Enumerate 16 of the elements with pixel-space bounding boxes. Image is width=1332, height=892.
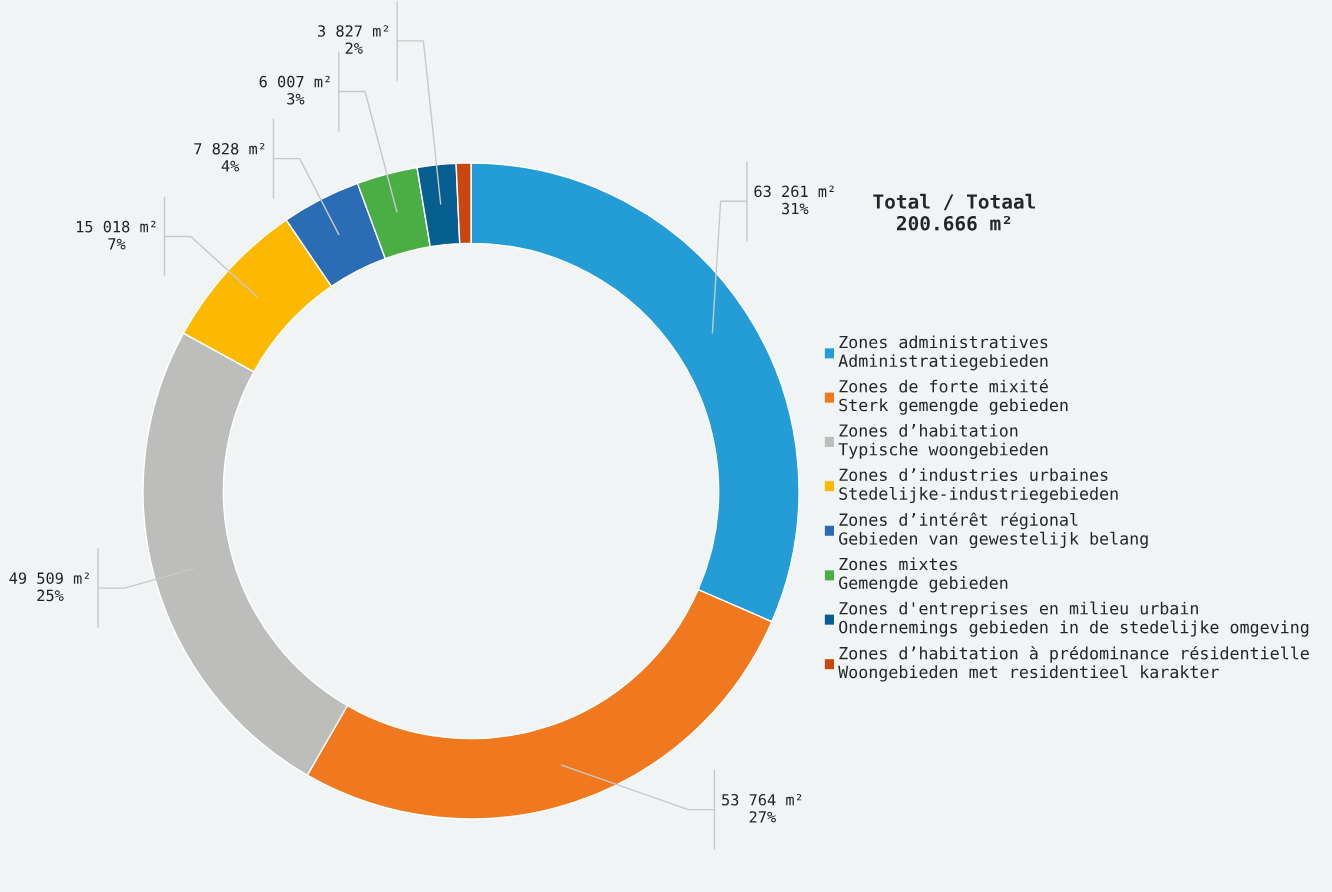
legend-label: Zones d’industries urbaines Stedelijke-industriegebieden [839,468,1118,504]
legend-label: Zones de forte mixité Sterk gemengde gebieden [839,379,1068,415]
data-label: 63 261 m² 31% [754,185,834,215]
legend-label: Zones d’habitation Typische woongebieden [838,423,1048,459]
data-label: 53 764 m² 27% [722,793,802,823]
legend-label: Zones administratives Administratiegebieden [838,335,1048,371]
data-label: 3 827 m² 2% [318,25,389,54]
legend-label: Zones d’intérêt régional Gebieden van gewestelijk belang [839,512,1148,549]
legend-label: Zones d’habitation à prédominance résidentielle Woongebieden met residentieel karakter [838,645,1309,682]
legend-label: Zones mixtes Gemengde gebieden [839,557,1008,593]
data-label: 49 509 m² 25% [9,572,89,602]
data-label: 7 828 m² 4% [194,142,265,172]
text: Total / Totaal 200.666 m² [873,193,1036,231]
legend-label: Zones d'entreprises en milieu urbain Ondernemings gebieden in de stedelijke omgeving [839,601,1309,637]
data-label: 6 007 m² 3% [259,75,330,105]
data-label: 15 018 m² 7% [76,220,156,250]
